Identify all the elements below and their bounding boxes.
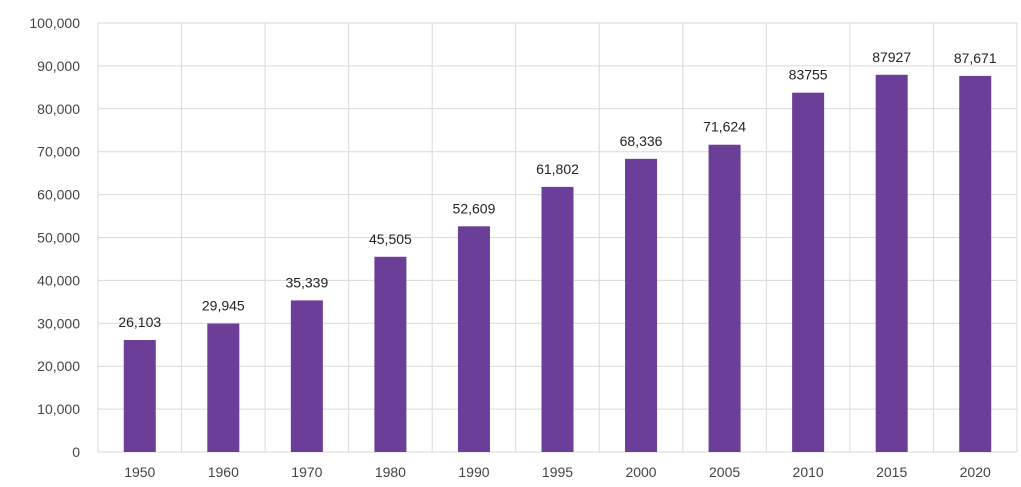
x-axis-ticks: 1950 1960 1970 1980 1990 1995 2000 2005 2010 2015… [124, 464, 991, 480]
y-tick-label: 40,000 [37, 272, 80, 288]
bar-1990 [457, 226, 490, 452]
x-tick-label-2020: 2020 [960, 464, 991, 480]
bar-2005 [708, 144, 741, 453]
data-label-2010: 83755 [789, 67, 828, 83]
bars [123, 74, 992, 453]
bar-1995 [541, 186, 574, 452]
y-axis-ticks: 0 10,000 20,000 30,000 40,000 50,000 60,000 70,… [29, 15, 80, 460]
data-label-2020: 87,671 [954, 50, 997, 66]
data-label-1970: 35,339 [285, 274, 328, 290]
x-tick-label-1950: 1950 [124, 464, 155, 480]
y-tick-label: 70,000 [37, 144, 80, 160]
x-tick-label-2005: 2005 [709, 464, 740, 480]
data-label-1950: 26,103 [118, 314, 161, 330]
grid-lines [97, 22, 1018, 453]
data-label-2005: 71,624 [703, 119, 746, 135]
bar-1970 [290, 300, 323, 452]
y-tick-label: 10,000 [37, 401, 80, 417]
bar-2020 [959, 75, 992, 452]
bar-2015 [875, 74, 908, 453]
bar-1960 [207, 323, 240, 452]
x-tick-label-1995: 1995 [542, 464, 573, 480]
x-tick-label-1970: 1970 [291, 464, 322, 480]
y-tick-label: 80,000 [37, 101, 80, 117]
y-tick-label: 90,000 [37, 58, 80, 74]
bar-2000 [625, 158, 658, 452]
data-label-1990: 52,609 [453, 200, 496, 216]
data-label-1980: 45,505 [369, 231, 412, 247]
x-tick-label-1960: 1960 [208, 464, 239, 480]
y-tick-label: 50,000 [37, 230, 80, 246]
data-label-2015: 87927 [872, 49, 911, 65]
x-tick-label-1990: 1990 [458, 464, 489, 480]
y-tick-label: 60,000 [37, 187, 80, 203]
data-label-1960: 29,945 [202, 298, 245, 314]
x-tick-label-2015: 2015 [876, 464, 907, 480]
y-tick-label: 20,000 [37, 358, 80, 374]
y-tick-label: 0 [72, 444, 80, 460]
data-label-2000: 68,336 [620, 133, 663, 149]
bar-1980 [374, 256, 407, 452]
data-label-1995: 61,802 [536, 161, 579, 177]
x-tick-label-2010: 2010 [793, 464, 824, 480]
bar-1950 [123, 340, 156, 452]
x-tick-label-2000: 2000 [625, 464, 656, 480]
y-tick-label: 30,000 [37, 315, 80, 331]
y-tick-label: 100,000 [29, 15, 80, 31]
x-tick-label-1980: 1980 [375, 464, 406, 480]
bar-2010 [792, 92, 825, 453]
data-labels: 26,103 29,945 35,339 45,505 52,609 61,802 68,3… [118, 49, 996, 330]
